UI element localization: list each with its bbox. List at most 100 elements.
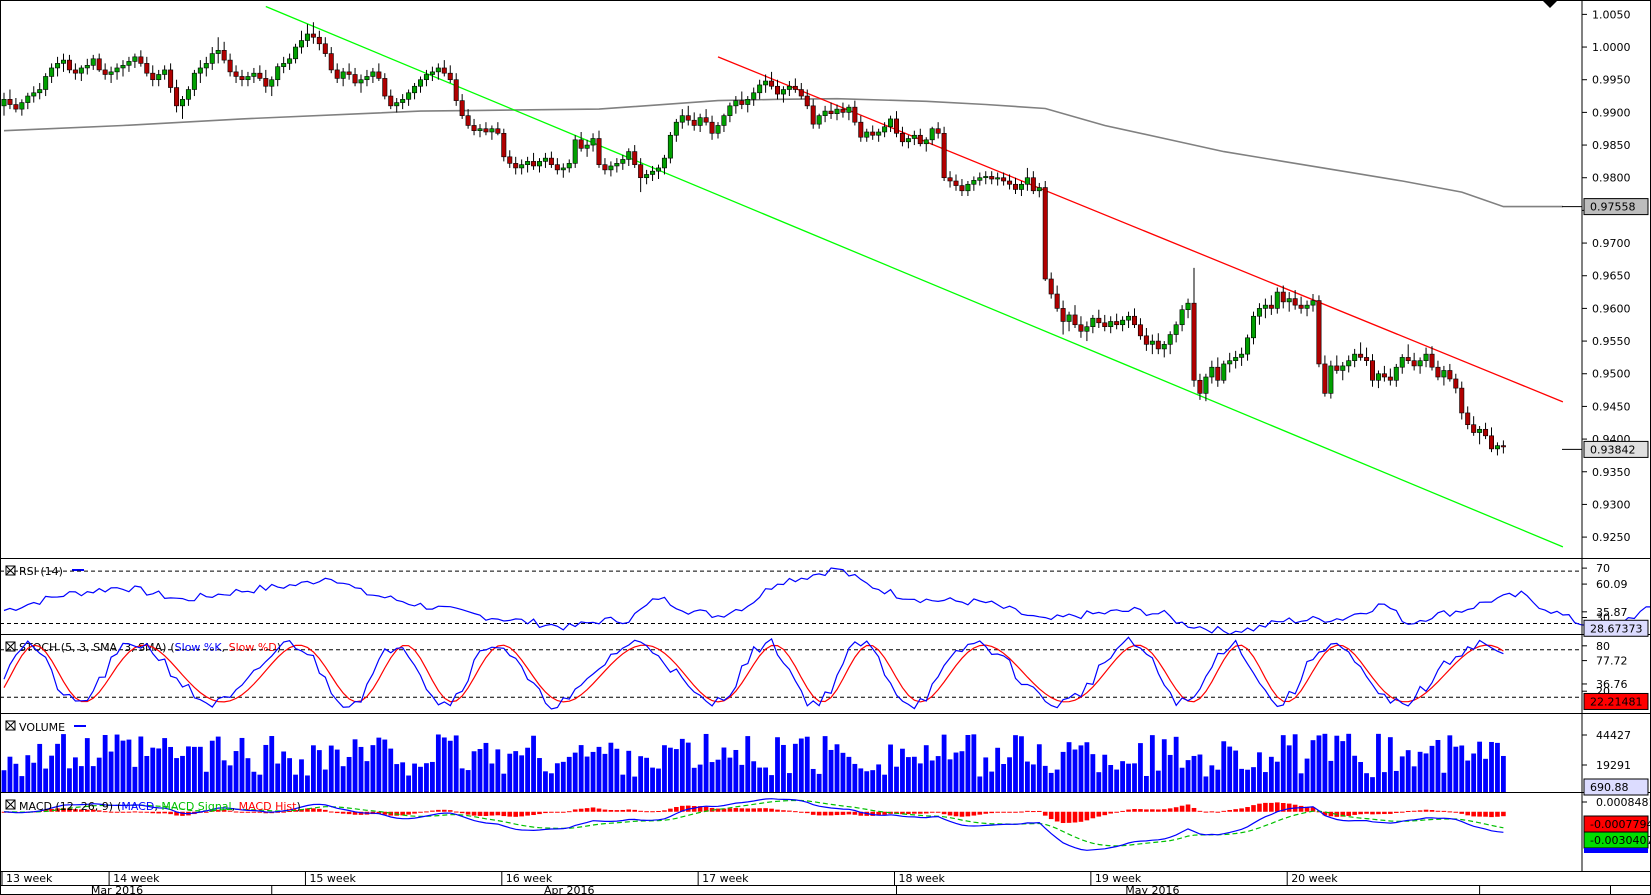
- volume-bar: [203, 771, 209, 792]
- candle: [400, 94, 406, 110]
- candle: [745, 96, 751, 113]
- candle: [31, 86, 37, 103]
- macd-hist-bar: [102, 811, 108, 813]
- candle: [679, 109, 685, 129]
- macd-hist-bar: [1465, 811, 1470, 816]
- candle-body: [144, 63, 150, 74]
- macd-close-icon[interactable]: [5, 799, 16, 810]
- candle-body: [774, 85, 780, 95]
- candle: [13, 98, 19, 113]
- candle-body: [1256, 308, 1262, 317]
- volume-bar: [1209, 765, 1215, 792]
- volume-bar: [721, 747, 727, 792]
- candle-body: [1114, 321, 1120, 326]
- macd-hist-bar: [334, 811, 340, 814]
- macd-hist-bar: [983, 811, 989, 814]
- candle-body: [1483, 428, 1489, 437]
- rsi-panel[interactable]: RSI (14): [0, 565, 1651, 636]
- candle-body: [840, 108, 846, 113]
- rsi-close-icon[interactable]: [5, 565, 16, 576]
- macd-panel[interactable]: MACD (12, 26, 9) (MACD, MACD Signal, MACD…: [1, 798, 1506, 851]
- macd-hist-bar: [787, 810, 792, 812]
- candle: [685, 105, 691, 126]
- volume-bar: [596, 746, 602, 792]
- candle: [245, 71, 251, 87]
- volume-bar: [424, 763, 429, 792]
- candle-body: [168, 69, 174, 88]
- volume-bar: [412, 763, 417, 792]
- volume-bar: [132, 766, 138, 792]
- month-label: Mar 2016: [91, 884, 143, 895]
- candle: [721, 113, 727, 132]
- candle-body: [185, 89, 191, 100]
- volume-panel[interactable]: VOLUME: [1, 720, 1506, 792]
- candle: [1453, 373, 1459, 394]
- candle: [1132, 308, 1138, 329]
- candle-body: [989, 176, 995, 180]
- volume-bar: [638, 756, 644, 792]
- volume-bar: [197, 746, 203, 792]
- candle: [1048, 272, 1054, 299]
- candle-body: [269, 79, 275, 87]
- macd-hist-bar: [471, 811, 477, 816]
- macd-hist-bar: [311, 808, 316, 812]
- rsi-6009-label: 60.09: [1596, 578, 1628, 591]
- macd-hist-bar: [1352, 811, 1357, 815]
- price-panel[interactable]: [1, 1, 1564, 548]
- candle: [1126, 311, 1132, 329]
- candle-body: [608, 165, 614, 171]
- macd-hist-bar: [126, 811, 132, 813]
- candle-body: [1292, 298, 1298, 306]
- macd-hist-bar: [923, 811, 929, 814]
- volume-bar: [1340, 741, 1346, 792]
- macd-hist-bar: [1173, 807, 1179, 812]
- scroll-marker-icon[interactable]: [1543, 1, 1557, 8]
- macd-hist-bar: [1019, 811, 1024, 813]
- macd-hist-bar: [168, 811, 173, 815]
- macd-hist-bar: [1203, 811, 1209, 813]
- volume-bar: [31, 762, 37, 792]
- volume-bar: [513, 751, 519, 792]
- candle: [804, 89, 810, 110]
- indicator-axes: 7060.0935.873028.673738077.7236.762022.2…: [1582, 562, 1651, 853]
- macd-legend: MACD (12, 26, 9) (MACD, MACD Signal, MACD…: [19, 800, 301, 813]
- candle: [566, 159, 572, 173]
- candle-body: [334, 69, 340, 79]
- candle-body: [1274, 291, 1280, 309]
- volume-bar: [1441, 772, 1447, 792]
- stoch-panel[interactable]: STOCH (5, 3, SMA, 3, SMA) (Slow %K, Slow …: [0, 636, 1582, 710]
- candle-body: [174, 87, 180, 107]
- macd-hist-bar: [608, 809, 614, 812]
- macd-hist-bar: [442, 809, 447, 812]
- volume-bar: [870, 770, 876, 792]
- candle-body: [1120, 319, 1126, 326]
- macd-hist-bar: [1233, 809, 1238, 812]
- macd-hist-bar: [697, 806, 703, 812]
- candle: [1274, 287, 1280, 314]
- candle-body: [899, 132, 905, 143]
- candle-body: [1060, 308, 1066, 322]
- candle: [626, 148, 632, 166]
- candle: [983, 171, 989, 185]
- candle: [650, 165, 656, 181]
- macd-hist-bar: [989, 811, 994, 814]
- macd-hist-bar: [1417, 810, 1423, 812]
- volume-bar: [1316, 735, 1322, 792]
- candle-body: [1423, 353, 1429, 361]
- volume-bar: [1191, 755, 1197, 792]
- candle-body: [507, 156, 513, 164]
- candle: [185, 86, 191, 106]
- volume-bar: [644, 757, 649, 792]
- macd-hist-bar: [1209, 811, 1215, 813]
- week-label: 14 week: [113, 872, 160, 885]
- candle-body: [822, 110, 828, 116]
- price-tick-label: 0.9500: [1592, 368, 1631, 381]
- volume-bar: [858, 768, 864, 792]
- month-label: May 2016: [1125, 884, 1179, 895]
- volume-close-icon[interactable]: [5, 720, 16, 731]
- candle: [465, 109, 471, 129]
- candle-body: [1173, 324, 1179, 335]
- candle-body: [1007, 180, 1013, 185]
- rsi-line: [3, 567, 1651, 636]
